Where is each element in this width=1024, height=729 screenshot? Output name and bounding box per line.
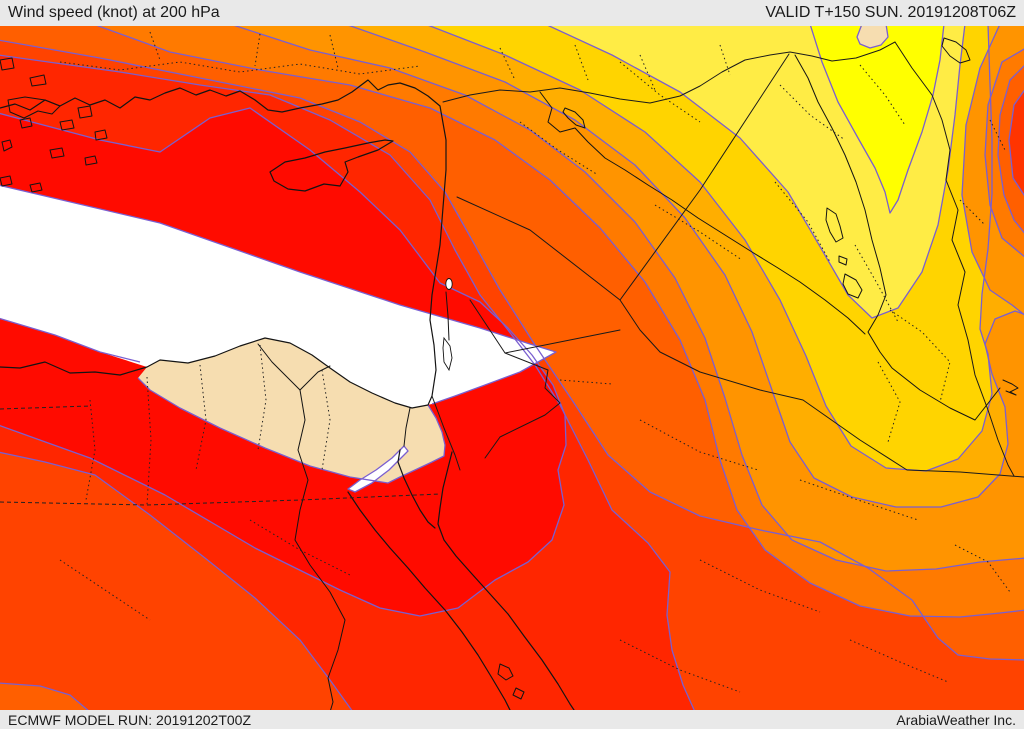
suez-canal: [403, 407, 411, 447]
jordan-river: [445, 291, 450, 341]
lakes: [442, 37, 1019, 396]
coastlines: [0, 57, 575, 710]
lake-tharthar: [825, 207, 844, 243]
lake-urmia: [941, 37, 971, 64]
sinai-west-coast: [397, 449, 436, 529]
egypt-israel-border: [431, 395, 461, 471]
tigris-river: [794, 54, 1001, 421]
saudi-iraq-border: [619, 299, 1024, 478]
jordan-borders: [469, 299, 621, 459]
jet-core-land-egypt: [138, 338, 445, 483]
euphrates-river: [539, 91, 866, 335]
lake-assad: [562, 107, 586, 129]
mediterranean-coastline: [0, 79, 447, 409]
aqaba-arabian-coast: [437, 451, 575, 710]
lake-razzaza: [842, 273, 863, 299]
brand-label: ArabiaWeather Inc.: [896, 711, 1016, 728]
contour-field: [0, 26, 1024, 710]
map-title: Wind speed (knot) at 200 hPa: [8, 4, 220, 21]
aegean-islands: [0, 57, 108, 193]
nile-river: [294, 389, 346, 710]
contour-lines: [0, 26, 1024, 710]
header-bar: Wind speed (knot) at 200 hPa VALID T+150…: [0, 0, 1024, 26]
red-sea-african-coast: [347, 491, 511, 710]
syria-iraq-border: [456, 53, 790, 301]
admin-boundaries: [0, 31, 1011, 693]
hawizeh-marshes: [1002, 379, 1019, 396]
crete-island: [7, 96, 61, 119]
rivers: [257, 54, 1001, 710]
iraq-iran-border: [894, 41, 1015, 477]
footer-bar: ECMWF MODEL RUN: 20191202T00Z ArabiaWeat…: [0, 710, 1024, 729]
model-run-label: ECMWF MODEL RUN: 20191202T00Z: [8, 711, 251, 728]
country-borders: [431, 41, 1024, 478]
sea-of-galilee: [445, 278, 453, 290]
jet-core-sea: [0, 185, 556, 408]
red-sea-islands: [497, 663, 525, 700]
cyprus-island: [269, 139, 394, 192]
dead-sea: [442, 336, 453, 372]
calm-pocket-land: [857, 26, 888, 48]
turkey-syria-border: [442, 41, 896, 104]
contour-band-L1: [810, 26, 944, 213]
lake-habbaniyah: [838, 255, 848, 266]
valid-time-label: VALID T+150 SUN. 20191208T06Z: [765, 4, 1016, 21]
contour-band-L7-sw: [0, 683, 88, 710]
nile-delta-branches: [257, 343, 331, 391]
